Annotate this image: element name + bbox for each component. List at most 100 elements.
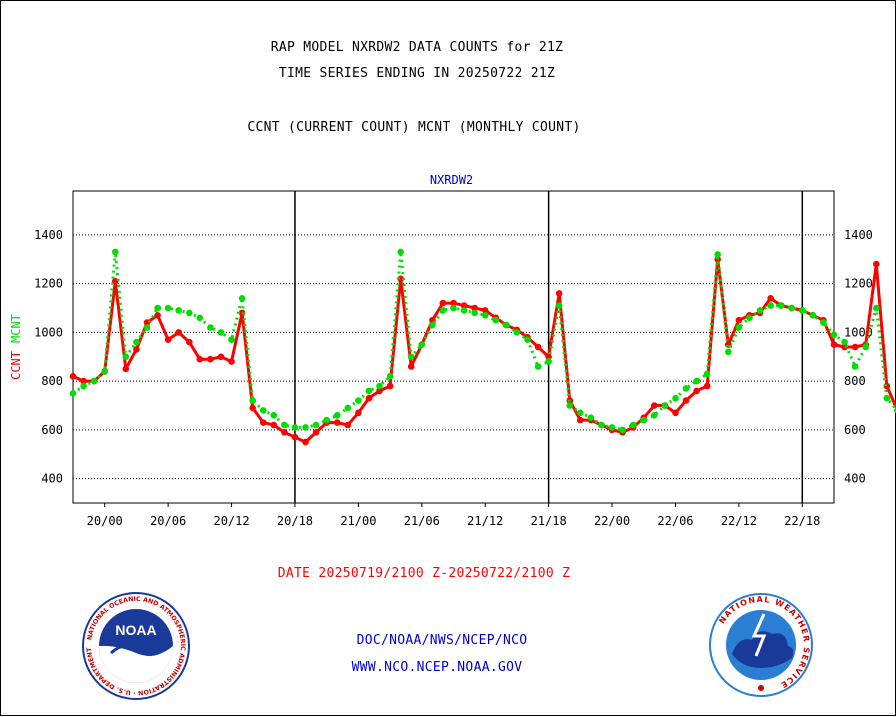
data-point-mcnt [143, 324, 151, 331]
data-point-ccnt [122, 365, 130, 373]
data-point-ccnt [450, 299, 457, 307]
y-tick-label-right: 1400 [844, 228, 873, 242]
data-point-mcnt [260, 407, 267, 414]
data-point-ccnt [333, 419, 341, 426]
data-point-mcnt [841, 338, 848, 346]
data-point-mcnt [788, 304, 795, 312]
x-tick-label: 20/18 [277, 514, 313, 528]
data-point-mcnt [513, 329, 521, 336]
data-point-mcnt [154, 304, 161, 312]
x-tick-label: 21/12 [467, 514, 503, 528]
org-label: DOC/NOAA/NWS/NCEP/NCO [356, 633, 528, 648]
y-tick-label-left: 800 [41, 374, 63, 388]
data-point-ccnt [69, 373, 77, 380]
data-point-mcnt [577, 409, 584, 417]
noaa-logo-text: NOAA [115, 622, 156, 638]
data-point-mcnt [186, 309, 193, 317]
data-point-ccnt [260, 419, 267, 426]
data-point-mcnt [767, 302, 774, 309]
x-tick-label: 21/06 [404, 514, 440, 528]
data-point-mcnt [883, 394, 891, 402]
series-line-ccnt [72, 257, 896, 444]
data-point-ccnt [207, 355, 214, 363]
data-point-ccnt [534, 343, 542, 351]
data-point-ccnt [851, 343, 859, 351]
data-point-mcnt [555, 302, 563, 309]
data-point-mcnt [196, 314, 204, 322]
data-point-ccnt [682, 397, 690, 404]
plot-title: NXRDW2 [430, 173, 473, 187]
data-point-ccnt [830, 341, 838, 348]
data-point-mcnt [133, 338, 140, 346]
y-tick-label-left: 1400 [34, 228, 63, 242]
data-point-mcnt [820, 319, 827, 326]
data-point-mcnt [397, 248, 405, 256]
data-point-ccnt [302, 438, 309, 446]
data-point-mcnt [756, 307, 764, 314]
data-point-ccnt [143, 319, 151, 326]
x-tick-label: 22/12 [721, 514, 757, 528]
x-tick-label: 21/18 [531, 514, 567, 528]
data-point-mcnt [69, 390, 77, 397]
data-point-mcnt [651, 412, 658, 419]
y-tick-label-right: 600 [844, 423, 866, 437]
data-point-ccnt [238, 309, 246, 317]
data-point-ccnt [386, 382, 394, 390]
data-point-ccnt [186, 338, 193, 346]
data-point-ccnt [672, 409, 679, 417]
data-point-mcnt [90, 377, 98, 385]
data-point-mcnt [862, 343, 869, 351]
y-tick-label-right: 800 [844, 374, 866, 388]
data-point-ccnt [407, 363, 415, 370]
data-point-mcnt [672, 394, 679, 402]
data-point-mcnt [703, 370, 711, 378]
data-point-ccnt [133, 346, 140, 353]
data-point-mcnt [714, 251, 721, 258]
data-point-mcnt [302, 424, 309, 431]
y-tick-label-left: 1200 [34, 277, 63, 291]
data-point-ccnt [555, 290, 563, 297]
data-point-mcnt [217, 329, 225, 336]
data-point-ccnt [80, 377, 87, 385]
data-point-mcnt [725, 348, 732, 356]
url-label: WWW.NCO.NCEP.NOAA.GOV [351, 660, 523, 675]
x-tick-label: 21/00 [340, 514, 376, 528]
data-point-ccnt [217, 353, 225, 361]
data-point-mcnt [80, 382, 87, 390]
data-point-ccnt [196, 355, 204, 363]
chart-title-line1: RAP MODEL NXRDW2 DATA COUNTS for 21Z [270, 40, 564, 55]
data-point-mcnt [281, 421, 288, 429]
data-point-mcnt [777, 302, 785, 309]
data-point-mcnt [270, 412, 278, 419]
data-point-ccnt [365, 394, 373, 402]
data-point-mcnt [164, 304, 172, 312]
data-point-mcnt [376, 382, 383, 390]
x-tick-label: 20/12 [213, 514, 249, 528]
date-range-label: DATE 20250719/2100 Z-20250722/2100 Z [277, 566, 571, 581]
y-tick-label-left: 1000 [34, 325, 63, 339]
x-tick-label: 20/00 [87, 514, 123, 528]
data-point-mcnt [608, 424, 616, 431]
data-point-mcnt [524, 336, 531, 344]
data-point-ccnt [270, 421, 278, 429]
data-point-ccnt [154, 312, 161, 319]
data-point-ccnt [841, 343, 848, 351]
data-point-ccnt [703, 382, 711, 390]
data-point-mcnt [534, 363, 542, 370]
data-point-ccnt [577, 416, 584, 424]
data-point-mcnt [323, 416, 331, 424]
data-point-mcnt [386, 373, 394, 380]
data-point-ccnt [481, 307, 489, 314]
y-axis-label: CCNT MCNT [9, 314, 23, 380]
data-point-mcnt [799, 307, 806, 314]
data-point-ccnt [291, 433, 299, 441]
data-point-mcnt [228, 336, 235, 344]
data-point-mcnt [450, 304, 457, 312]
data-point-mcnt [873, 304, 880, 312]
data-point-mcnt [344, 404, 352, 412]
plot-area [72, 190, 835, 504]
data-point-ccnt [693, 387, 700, 395]
chart-title-line2: TIME SERIES ENDING IN 20250722 21Z [278, 66, 556, 81]
data-point-ccnt [312, 429, 320, 436]
